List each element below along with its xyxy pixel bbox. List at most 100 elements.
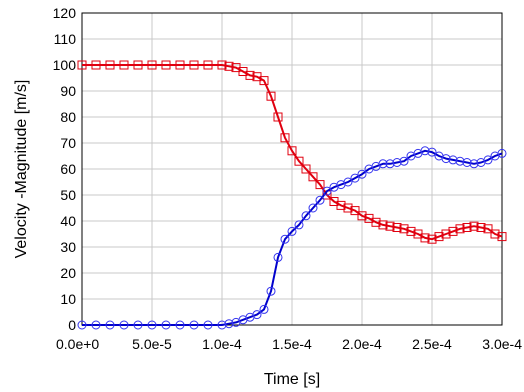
x-tick-labels: 0.0e+0 5.0e-5 1.0e-4 1.5e-4 2.0e-4 2.5e-4 3.0e… (56, 336, 522, 352)
y-tick-label: 100 (53, 57, 77, 73)
x-tick-label: 1.5e-4 (272, 336, 312, 352)
y-tick-label: 20 (60, 265, 76, 281)
series-1-point (420, 233, 430, 243)
series-1-point (399, 224, 409, 234)
series-1-point (189, 60, 199, 70)
series-1-point (378, 220, 388, 230)
series-1-point (392, 223, 402, 232)
series-2-point (455, 156, 465, 166)
series-1-point (259, 76, 269, 86)
series-1-point (273, 112, 283, 122)
series-1-point (308, 172, 318, 182)
y-tick-label: 90 (60, 83, 76, 99)
y-tick-label: 10 (60, 291, 76, 307)
series-2-point (420, 146, 430, 156)
x-tick-label: 0.0e+0 (56, 336, 99, 352)
series-2-point (441, 154, 451, 164)
series-2-point (175, 320, 185, 330)
series-1-point (350, 206, 360, 216)
series-1-point (91, 60, 101, 70)
series-1-point (469, 221, 479, 231)
series-2-point (77, 320, 87, 330)
series-2-point (378, 159, 388, 169)
series-1-point (294, 156, 304, 166)
series-2-point (385, 159, 395, 169)
series-1-point (315, 180, 325, 190)
series-2-point (315, 195, 325, 205)
y-tick-label: 60 (60, 161, 76, 177)
series-2-point (350, 173, 360, 183)
series-2-point (308, 203, 318, 213)
series-2-point (469, 159, 479, 169)
series-2-point (448, 155, 458, 165)
series-2-point (483, 155, 493, 165)
series-2-point (133, 320, 143, 330)
series-1-point (287, 146, 297, 156)
series-2-point (252, 310, 262, 320)
y-tick-label: 80 (60, 109, 76, 125)
x-tick-label: 1.0e-4 (202, 336, 242, 352)
series-1-point (301, 164, 311, 174)
series-2-point (301, 211, 311, 221)
series-2-line (82, 149, 503, 326)
series-1-point (497, 232, 507, 242)
series-2-point (266, 286, 276, 296)
series-2-point (91, 320, 101, 330)
series-2-point (105, 320, 115, 330)
series-2-point (294, 220, 304, 230)
series-2-point (217, 320, 227, 330)
series-1-point (245, 70, 255, 80)
series-2-point (399, 156, 409, 166)
series-2-point (224, 319, 234, 329)
x-tick-label: 5.0e-5 (132, 336, 172, 352)
series-2-point (322, 186, 332, 196)
series-2-point (462, 158, 472, 167)
series-1-point (203, 60, 213, 70)
series-1-point (455, 224, 465, 234)
y-tick-label: 40 (60, 213, 76, 229)
series-2-point (147, 320, 157, 330)
series-2-point (203, 320, 213, 330)
x-tick-label: 2.0e-4 (342, 336, 382, 352)
x-axis-title: Time [s] (264, 371, 320, 388)
series-1-point (371, 217, 381, 227)
series-1-point (266, 91, 276, 101)
series-2-point (427, 147, 437, 157)
series-2 (77, 146, 507, 330)
series-1-point (357, 211, 367, 221)
y-tick-label: 30 (60, 239, 76, 255)
series-1-point (462, 223, 472, 232)
series-1-point (385, 221, 395, 231)
series-2-point (259, 304, 269, 314)
series-layer (77, 60, 507, 330)
series-1-point (119, 60, 129, 70)
series-2-point (189, 320, 199, 330)
series-1-point (280, 133, 290, 143)
series-2-point (497, 148, 507, 158)
series-1-point (161, 60, 171, 70)
y-axis-title: Velocity -Magnitude [m/s] (13, 80, 30, 259)
series-1-point (427, 234, 437, 244)
series-2-point (273, 252, 283, 262)
y-tick-label: 0 (68, 317, 76, 333)
series-1-point (343, 203, 353, 213)
series-2-point (392, 158, 402, 167)
series-2-point (119, 320, 129, 330)
series-1-point (133, 60, 143, 70)
y-tick-label: 70 (60, 135, 76, 151)
series-1-point (434, 232, 444, 242)
series-1-point (448, 226, 458, 236)
series-2-point (161, 320, 171, 330)
series-1-point (105, 60, 115, 70)
series-1-point (217, 60, 227, 70)
series-1-point (224, 61, 234, 71)
y-tick-labels: 0 10 20 30 40 50 60 70 80 90 100 110 120 (53, 5, 77, 333)
series-1-point (406, 226, 416, 236)
series-1-point (441, 229, 451, 239)
series-2-point (280, 234, 290, 244)
series-2-point (287, 226, 297, 236)
series-1-point (476, 223, 486, 232)
plot-area-border (81, 12, 503, 326)
